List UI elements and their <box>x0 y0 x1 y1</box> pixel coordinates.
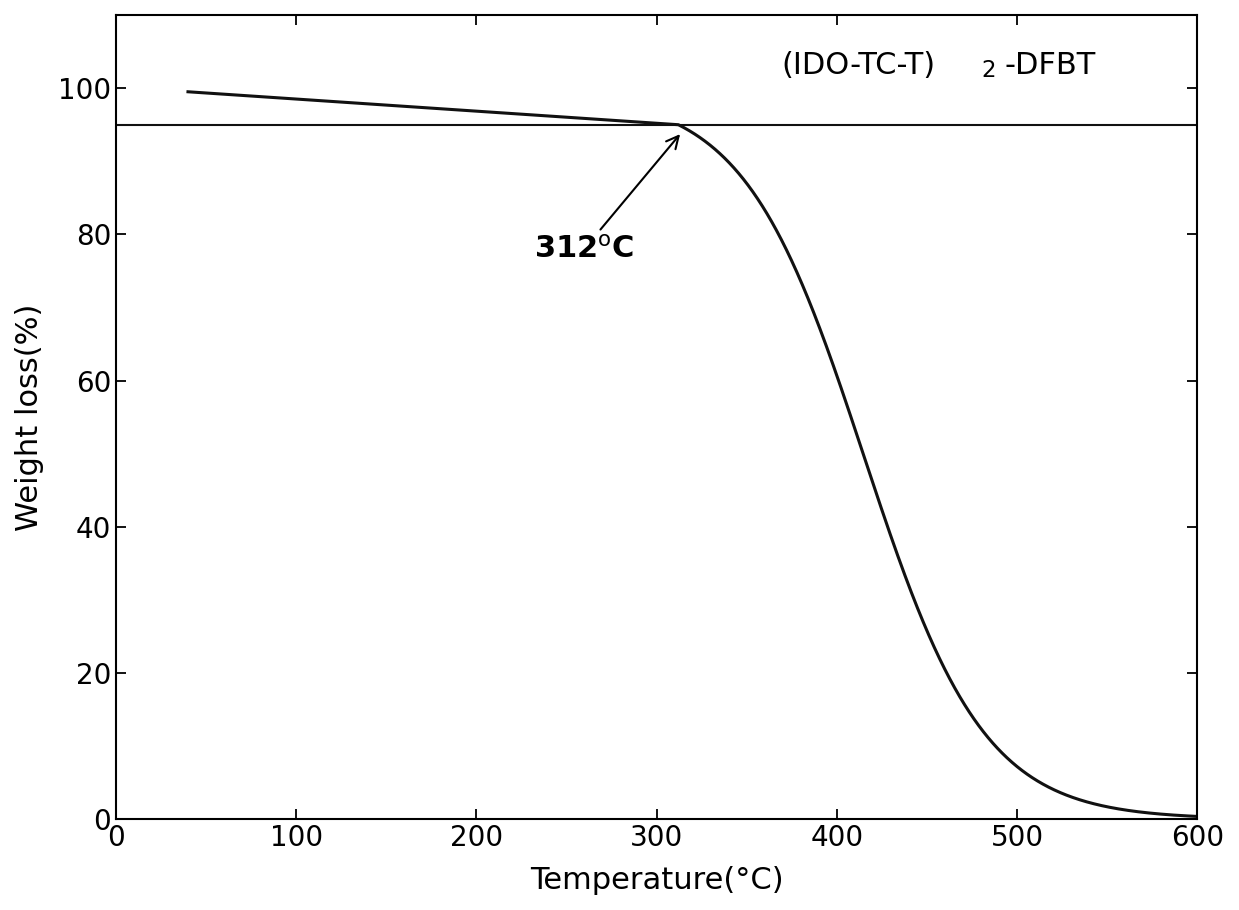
Text: -DFBT: -DFBT <box>1005 51 1097 80</box>
X-axis label: Temperature(°C): Temperature(°C) <box>530 866 783 895</box>
Y-axis label: Weight loss(%): Weight loss(%) <box>15 303 45 531</box>
Text: (IDO-TC-T): (IDO-TC-T) <box>781 51 935 80</box>
Text: 312$^{\mathrm{o}}$C: 312$^{\mathrm{o}}$C <box>534 136 679 264</box>
Text: 2: 2 <box>981 59 996 82</box>
